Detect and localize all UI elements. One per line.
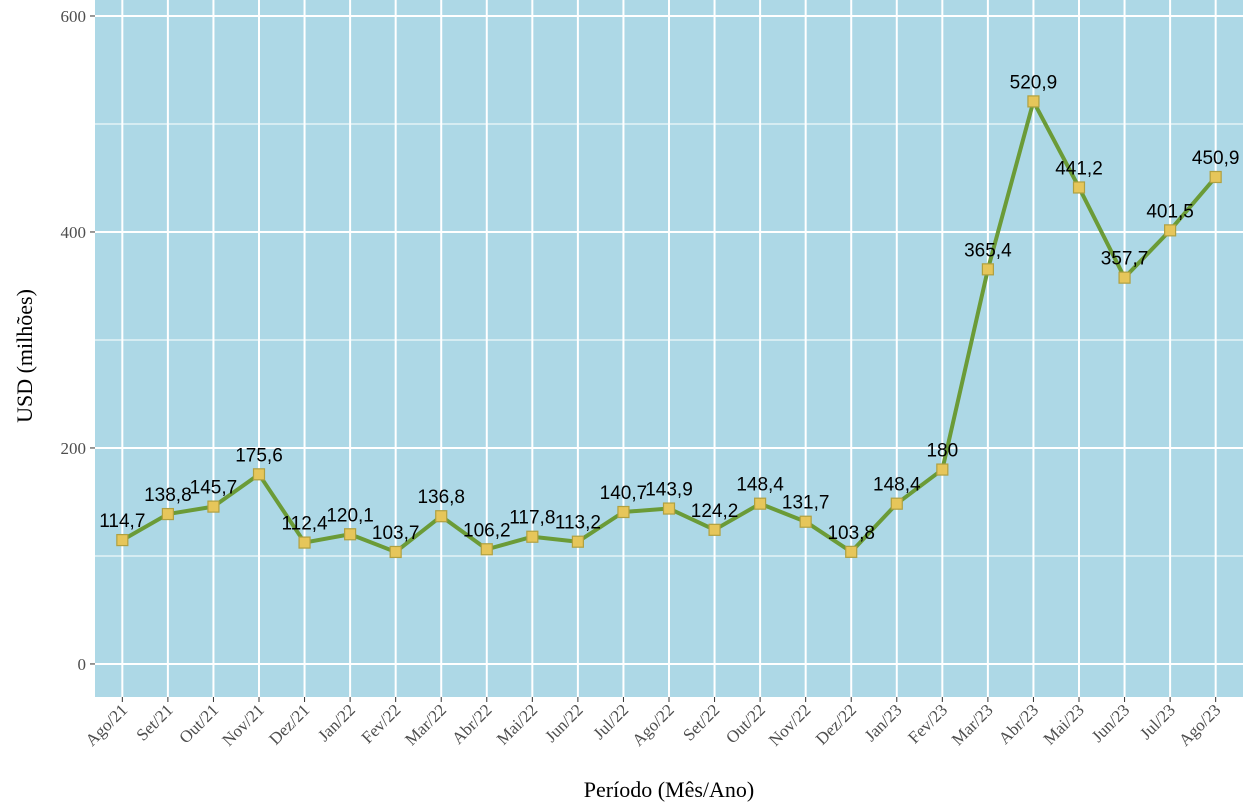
point-marker (754, 497, 767, 510)
data-label: 117,8 (509, 508, 555, 529)
y-axis-title: USD (milhões) (12, 289, 37, 423)
point-marker (480, 543, 493, 556)
data-label: 520,9 (1010, 72, 1058, 93)
x-tick-label: Out/22 (722, 700, 769, 747)
x-tick-label: Ago/21 (82, 700, 131, 749)
point-marker (161, 507, 174, 521)
x-tick-label: Nov/21 (218, 700, 267, 749)
point-marker (298, 536, 311, 549)
point-marker (344, 528, 357, 541)
x-tick-label: Abr/23 (995, 700, 1042, 747)
x-tick-label: Jul/23 (1136, 700, 1179, 743)
x-tick-label: Nov/22 (765, 700, 814, 749)
point-marker (1164, 224, 1177, 237)
x-tick-label: Ago/22 (628, 700, 677, 749)
point-marker (845, 545, 858, 558)
x-tick-label: Abr/22 (448, 700, 495, 747)
y-tick-label: 0 (78, 655, 87, 674)
x-tick-label: Mai/22 (493, 700, 541, 748)
data-label: 103,8 (827, 523, 875, 544)
data-label: 140,7 (600, 483, 648, 504)
point-marker (981, 263, 994, 276)
data-label: 131,7 (782, 493, 830, 514)
data-label: 112,4 (281, 514, 328, 535)
data-label: 148,4 (873, 475, 921, 496)
x-tick-label: Jun/23 (1088, 700, 1133, 745)
point-marker (662, 502, 676, 515)
point-marker (799, 515, 812, 528)
point-marker (708, 523, 721, 536)
data-label: 103,7 (372, 523, 420, 544)
point-marker (207, 500, 220, 513)
data-label: 124,2 (691, 501, 739, 522)
x-tick-label: Mar/22 (401, 700, 450, 749)
data-label: 180 (926, 441, 958, 462)
data-label: 148,4 (736, 475, 784, 496)
x-tick-label: Dez/22 (812, 700, 860, 748)
point-marker (252, 468, 266, 481)
data-label: 365,4 (964, 240, 1012, 261)
x-axis-title: Período (Mês/Ano) (584, 777, 754, 802)
point-marker (1118, 271, 1131, 284)
point-marker (389, 545, 402, 559)
data-label: 113,2 (555, 513, 601, 534)
x-tick-label: Mar/23 (948, 700, 997, 749)
data-label: 357,7 (1101, 249, 1149, 270)
x-tick-label: Jan/22 (314, 700, 359, 745)
x-tick-label: Fev/23 (904, 700, 951, 747)
x-tick-label: Jan/23 (861, 700, 906, 745)
data-label: 450,9 (1192, 148, 1240, 169)
x-tick-label: Mai/23 (1040, 700, 1088, 748)
point-marker (936, 463, 949, 476)
data-label: 441,2 (1055, 158, 1103, 179)
point-marker (526, 530, 539, 543)
data-label: 143,9 (645, 480, 693, 501)
x-tick-label: Fev/22 (358, 700, 405, 747)
x-tick-label: Jul/22 (589, 700, 632, 743)
data-label: 136,8 (417, 487, 465, 508)
x-tick-label: Dez/21 (265, 700, 313, 748)
y-tick-label: 600 (61, 7, 87, 26)
x-tick-label: Set/21 (133, 700, 177, 744)
point-marker (1027, 95, 1040, 108)
point-marker (1072, 181, 1086, 194)
y-tick-label: 200 (61, 439, 87, 458)
data-label: 138,8 (144, 485, 192, 506)
data-label: 114,7 (99, 511, 145, 532)
data-label: 106,2 (463, 520, 511, 541)
point-marker (617, 505, 630, 519)
x-tick-label: Ago/23 (1175, 700, 1224, 749)
y-tick-label: 400 (61, 223, 87, 242)
x-tick-label: Set/22 (679, 700, 723, 744)
point-marker (1209, 170, 1222, 184)
data-label: 175,6 (235, 445, 283, 466)
data-label: 145,7 (190, 478, 238, 499)
x-tick-label: Jun/22 (541, 700, 586, 745)
x-tick-label: Out/21 (175, 700, 222, 747)
point-marker (890, 497, 903, 510)
data-label: 401,5 (1146, 201, 1194, 222)
data-label: 120,1 (326, 505, 374, 526)
point-marker (435, 510, 448, 523)
point-marker (571, 535, 584, 548)
point-marker (116, 533, 129, 547)
